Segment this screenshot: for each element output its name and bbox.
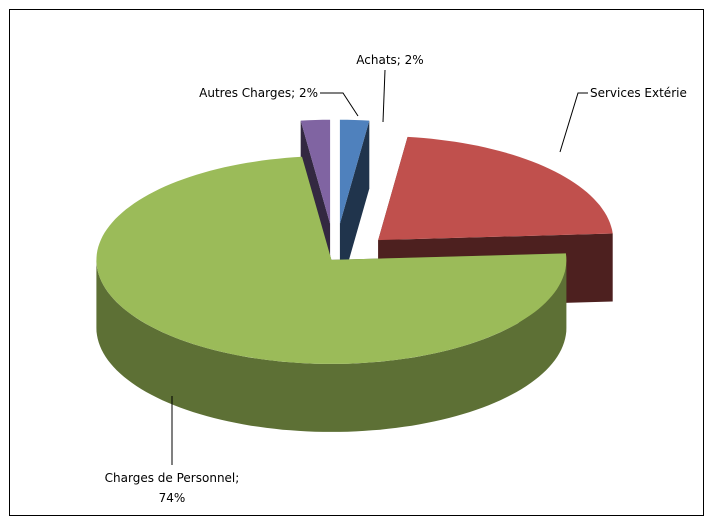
data-label: Achats; 2% [356, 53, 423, 67]
slice-side [96, 259, 567, 432]
data-label: Services Extérie [590, 86, 687, 100]
slice-cut-face [339, 120, 370, 292]
data-label: Charges de Personnel; 74% [105, 471, 240, 505]
slice [378, 136, 613, 241]
leader-line [382, 69, 386, 123]
leader-line [559, 92, 588, 153]
slice [300, 119, 331, 224]
leader-line [320, 92, 359, 117]
slice [96, 156, 567, 364]
slice [339, 119, 370, 224]
plot-area: Achats; 2% Services Extérie Charges de Per… [96, 53, 687, 505]
data-label: Autres Charges; 2% [199, 86, 318, 100]
